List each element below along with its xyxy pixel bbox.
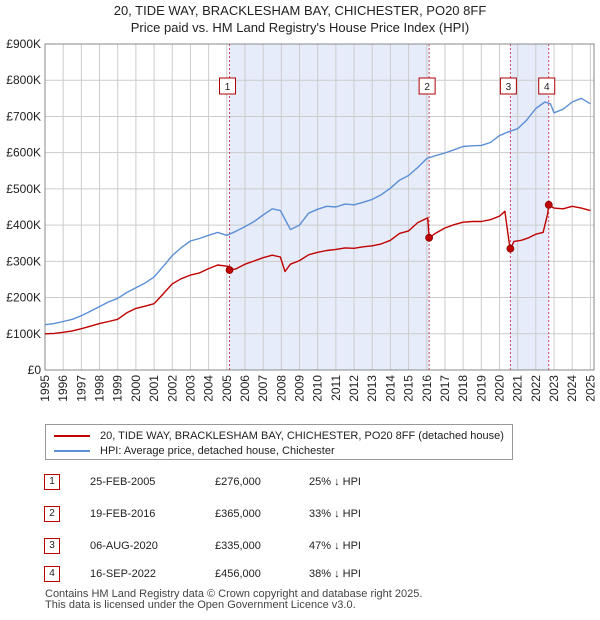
legend-item-property: 20, TIDE WAY, BRACKLESHAM BAY, CHICHESTE… (54, 429, 504, 443)
x-tick-label: 1998 (93, 375, 107, 402)
x-tick-label: 2009 (293, 375, 307, 402)
footer-licence: This data is licensed under the Open Gov… (45, 599, 356, 611)
x-tick-label: 2012 (347, 375, 361, 402)
sale-marker-box (219, 77, 237, 95)
plot-frame (44, 43, 595, 371)
sale-date: 25-FEB-2005 (90, 476, 156, 488)
x-tick-label: 2016 (420, 375, 434, 402)
x-tick-label: 2025 (583, 375, 597, 402)
y-tick-label: £700K (6, 109, 41, 123)
sale-hpi-diff: 47% ↓ HPI (309, 540, 361, 552)
sale-marker-box (499, 77, 517, 95)
sale-hpi-diff: 25% ↓ HPI (309, 476, 361, 488)
x-tick-label: 2013 (365, 375, 379, 402)
legend-label-hpi: HPI: Average price, detached house, Chic… (100, 445, 335, 457)
x-tick-label: 2018 (456, 375, 470, 402)
hpi-line (44, 97, 591, 326)
sale-number-badge: 2 (44, 506, 60, 522)
x-tick-label: 2017 (438, 375, 452, 402)
sale-marker-label: 1 (225, 82, 231, 93)
sale-number-badge: 3 (44, 538, 60, 554)
sale-date: 16-SEP-2022 (90, 568, 157, 580)
property-price-line (44, 204, 591, 335)
y-tick-label: £300K (6, 254, 41, 268)
y-tick-label: £500K (6, 182, 41, 196)
x-tick-label: 2005 (220, 375, 234, 402)
chart-title-line-1: 20, TIDE WAY, BRACKLESHAM BAY, CHICHESTE… (113, 3, 487, 18)
sale-number-badge: 1 (44, 474, 60, 490)
sale-date: 19-FEB-2016 (90, 508, 156, 520)
price-chart: 1 2 3 4 £0 £100K £200K £300K £400K £500K £600K £700… (6, 37, 597, 402)
x-tick-label: 2008 (274, 375, 288, 402)
sale-marker-box (538, 77, 556, 95)
x-tick-label: 1999 (111, 375, 125, 402)
x-tick-label: 2010 (311, 375, 325, 402)
sale-marker-box (418, 77, 436, 95)
x-tick-label: 2004 (202, 375, 216, 402)
x-tick-label: 2000 (129, 375, 143, 402)
y-tick-label: £800K (6, 73, 41, 87)
y-tick-label: £600K (6, 146, 41, 160)
x-tick-label: 2007 (256, 375, 270, 402)
legend: 20, TIDE WAY, BRACKLESHAM BAY, CHICHESTE… (45, 424, 513, 460)
legend-swatch-hpi (54, 450, 90, 453)
sale-hpi-diff: 33% ↓ HPI (309, 508, 361, 520)
sale-point (544, 200, 553, 209)
legend-label-property: 20, TIDE WAY, BRACKLESHAM BAY, CHICHESTE… (100, 430, 504, 442)
sale-point (506, 244, 515, 253)
x-tick-label: 2006 (238, 375, 252, 402)
x-tick-label: 1997 (74, 375, 88, 402)
y-tick-label: £100K (6, 327, 41, 341)
x-tick-label: 2001 (147, 375, 161, 402)
x-tick-label: 2015 (402, 375, 416, 402)
x-tick-label: 2003 (183, 375, 197, 402)
x-tick-label: 1996 (56, 375, 70, 402)
sale-date: 06-AUG-2020 (90, 540, 158, 552)
x-tick-label: 2019 (474, 375, 488, 402)
sale-number-badge: 4 (44, 566, 60, 582)
sale-marker-label: 4 (544, 82, 550, 93)
y-tick-label: £400K (6, 218, 41, 232)
sale-price: £456,000 (215, 568, 261, 580)
sale-marker-label: 3 (506, 82, 512, 93)
chart-title: 20, TIDE WAY, BRACKLESHAM BAY, CHICHESTE… (0, 2, 600, 36)
x-tick-label: 2014 (383, 375, 397, 402)
y-tick-label: £0 (28, 363, 42, 377)
sale-price: £335,000 (215, 540, 261, 552)
footer-copyright: Contains HM Land Registry data © Crown c… (45, 588, 423, 600)
legend-swatch-property (54, 435, 90, 438)
x-tick-label: 2024 (565, 375, 579, 402)
ownership-band (510, 44, 549, 370)
sale-point (425, 233, 434, 242)
y-tick-label: £200K (6, 291, 41, 305)
y-tick-label: £900K (6, 37, 41, 51)
x-tick-label: 2022 (529, 375, 543, 402)
x-tick-label: 2011 (329, 375, 343, 401)
x-tick-label: 2020 (492, 375, 506, 402)
x-tick-label: 2002 (165, 375, 179, 402)
legend-item-hpi: HPI: Average price, detached house, Chic… (54, 444, 335, 458)
sale-price: £365,000 (215, 508, 261, 520)
sale-point (225, 266, 234, 274)
sale-hpi-diff: 38% ↓ HPI (309, 568, 361, 580)
sale-marker-label: 2 (424, 82, 430, 93)
chart-title-line-2: Price paid vs. HM Land Registry's House … (130, 20, 470, 35)
x-tick-label: 2023 (547, 375, 561, 402)
sale-price: £276,000 (215, 476, 261, 488)
x-tick-label: 2021 (511, 375, 525, 402)
footer: Contains HM Land Registry data © Crown c… (45, 589, 422, 611)
x-tick-label: 1995 (38, 375, 52, 402)
